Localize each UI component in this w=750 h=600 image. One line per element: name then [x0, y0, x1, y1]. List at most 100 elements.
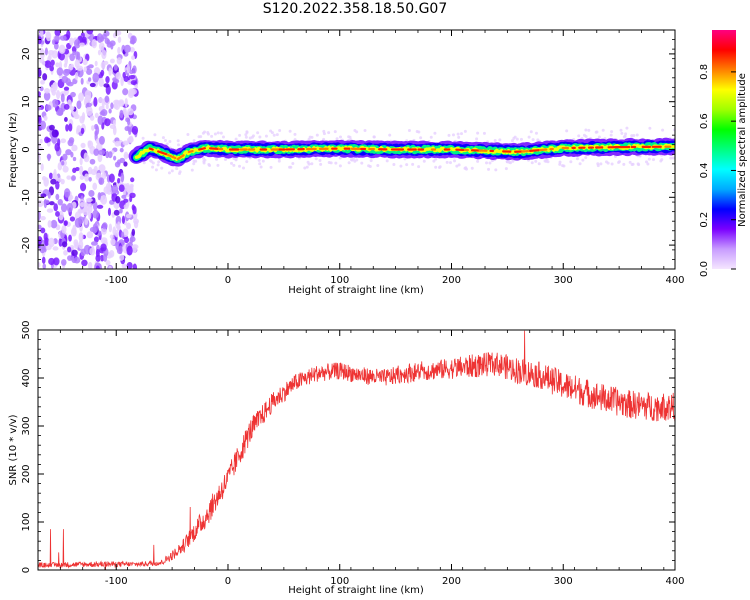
noise-cell [79, 175, 85, 180]
noise-cell [55, 211, 60, 217]
spread-cell [487, 167, 491, 171]
noise-cell [80, 127, 85, 135]
y-tick-label-200: 200 [21, 464, 32, 483]
spread-cell [142, 161, 146, 165]
noise-cell [73, 113, 80, 120]
noise-cell [107, 151, 113, 159]
noise-cell [45, 137, 51, 143]
noise-cell [119, 254, 125, 261]
noise-cell [65, 124, 69, 132]
spread-cell [257, 158, 261, 162]
noise-cell [69, 216, 76, 222]
noise-cell [130, 177, 135, 183]
noise-cell [48, 257, 55, 266]
noise-cell [83, 152, 88, 162]
spread-cell [453, 159, 457, 163]
noise-cell [81, 111, 86, 122]
spread-cell [438, 165, 442, 169]
noise-cell [103, 83, 110, 88]
x-tick-label-300: 300 [554, 576, 573, 587]
noise-cell [43, 91, 51, 101]
spread-cell [177, 143, 181, 147]
noise-cell [50, 219, 58, 229]
noise-cell [89, 82, 96, 88]
noise-cell [100, 243, 107, 252]
noise-cell [67, 196, 72, 202]
spread-cell [322, 137, 326, 141]
noise-cell [89, 227, 97, 233]
spread-cell [335, 137, 339, 141]
spread-cell [216, 163, 220, 167]
noise-cell [114, 140, 121, 147]
spectrogram-y-axis-label: Frequency (Hz) [8, 112, 19, 188]
noise-cell [63, 249, 68, 256]
noise-cell [81, 259, 88, 267]
noise-cell [108, 108, 112, 114]
noise-cell [123, 44, 131, 53]
noise-cell [38, 146, 43, 151]
noise-cell [83, 66, 87, 73]
noise-cell [115, 71, 121, 80]
noise-cell [120, 76, 124, 87]
noise-cell [116, 159, 121, 165]
spread-cell [456, 132, 460, 136]
noise-cell [98, 42, 105, 51]
spread-cell [372, 135, 376, 139]
noise-cell [91, 125, 95, 131]
noise-cell [130, 185, 134, 193]
signal-core-segment [539, 148, 548, 152]
spread-cell [534, 159, 538, 163]
spread-cell [463, 129, 467, 133]
spread-cell [241, 166, 245, 170]
noise-cell [131, 55, 136, 60]
snr-ticks: -100 0 100 200 300 400 0 100 200 300 400 500 [21, 320, 685, 587]
y-tick-label-500: 500 [21, 320, 32, 339]
signal-core-segment [198, 147, 207, 151]
noise-cell [96, 204, 104, 209]
noise-cell [122, 140, 129, 146]
noise-cell [101, 222, 108, 230]
spread-cell [407, 129, 411, 133]
noise-cell [100, 61, 106, 69]
spread-cell [221, 135, 225, 139]
noise-cell [61, 241, 68, 248]
noise-cell [40, 193, 47, 198]
noise-cell [87, 203, 93, 214]
spread-cell [347, 161, 351, 165]
spread-cell [216, 131, 220, 135]
spread-cell [318, 159, 322, 163]
noise-cell [110, 102, 114, 110]
noise-cell [117, 177, 121, 184]
noise-cell [64, 188, 71, 198]
spread-cell [202, 156, 206, 160]
snr-x-axis-label: Height of straight line (km) [288, 585, 424, 596]
spread-cell [648, 126, 652, 130]
y-tick-label--10: -10 [21, 189, 32, 205]
spread-cell [322, 129, 326, 133]
colorbar-ticks: 0.0 0.2 0.4 0.6 0.8 [699, 64, 736, 277]
noise-cell [72, 224, 77, 235]
spread-cell [610, 162, 614, 166]
spread-cell [606, 161, 610, 165]
spread-cell [534, 131, 538, 135]
spread-cell [289, 165, 293, 169]
noise-cell [52, 246, 59, 251]
spread-cell [322, 132, 326, 136]
colorbar: 0.0 0.2 0.4 0.6 0.8 Normalized spectral ampl… [699, 30, 748, 277]
noise-cell [124, 237, 130, 244]
spread-cell [455, 164, 459, 168]
noise-cell [61, 75, 69, 84]
noise-cell [61, 225, 67, 234]
noise-cell [38, 36, 42, 45]
noise-cell [122, 71, 126, 79]
spread-cell [151, 165, 155, 169]
spread-cell [269, 165, 273, 169]
noise-cell [115, 196, 121, 204]
spread-cell [154, 168, 158, 172]
noise-cell [128, 74, 136, 80]
noise-cell [53, 42, 59, 50]
noise-cell [105, 182, 112, 191]
noise-cell [74, 59, 80, 68]
spread-cell [476, 131, 480, 135]
